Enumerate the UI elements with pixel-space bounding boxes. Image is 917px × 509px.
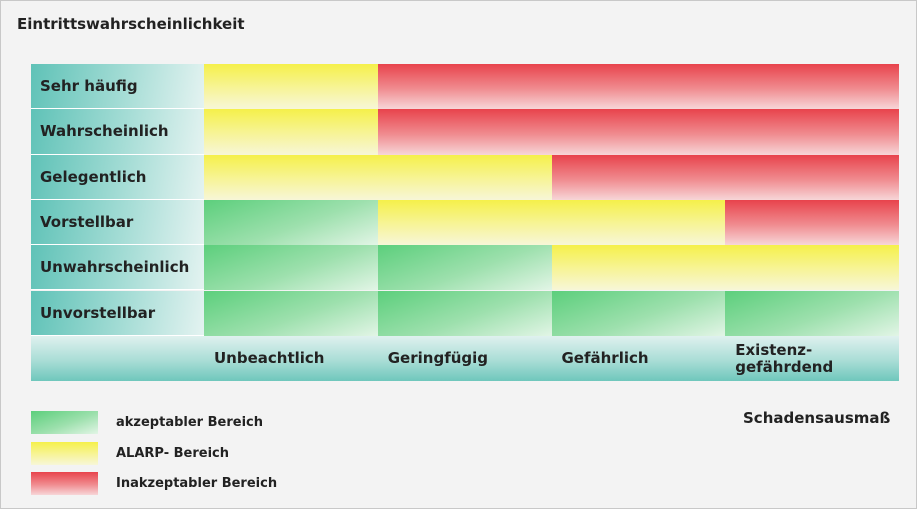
column-label: Unbeachtlich <box>214 349 325 367</box>
matrix-cell <box>725 109 899 155</box>
axis-row <box>31 336 899 381</box>
matrix-cell <box>377 199 552 246</box>
legend-swatch <box>31 472 98 495</box>
legend-label: ALARP- Bereich <box>116 446 230 461</box>
matrix-cell <box>551 64 726 110</box>
legend-label: akzeptabler Bereich <box>116 415 263 430</box>
legend-label: Inakzeptabler Bereich <box>116 476 278 491</box>
matrix-cell <box>551 245 726 291</box>
matrix-cell <box>204 64 378 110</box>
row-label: Vorstellbar <box>31 199 204 246</box>
matrix-cell <box>725 199 899 246</box>
matrix-cell <box>725 290 899 336</box>
x-axis-label: Schadensausmaß <box>743 409 891 427</box>
row-label: Unvorstellbar <box>31 290 204 336</box>
matrix-cell <box>377 154 552 200</box>
matrix-cell <box>551 109 726 155</box>
title: Eintrittswahrscheinlichkeit <box>17 15 245 33</box>
matrix-cell <box>204 290 378 336</box>
matrix-cell <box>204 154 378 200</box>
matrix-cell <box>725 245 899 291</box>
matrix-cell <box>204 245 378 291</box>
row-label: Unwahrscheinlich <box>31 245 204 291</box>
matrix-cell <box>377 109 552 155</box>
row-label: Wahrscheinlich <box>31 109 204 155</box>
matrix-cell <box>725 154 899 200</box>
column-label: Existenz- gefährdend <box>735 340 834 376</box>
matrix-cell <box>551 154 726 200</box>
row-label: Sehr häufig <box>31 64 204 110</box>
matrix-cell <box>377 290 552 336</box>
column-label: Gefährlich <box>561 349 649 367</box>
matrix-cell <box>204 109 378 155</box>
matrix-cell <box>377 64 552 110</box>
column-label: Geringfügig <box>387 349 489 367</box>
legend-swatch <box>31 411 98 434</box>
matrix-cell <box>551 290 726 336</box>
matrix-cell <box>551 199 726 246</box>
row-label: Gelegentlich <box>31 154 204 200</box>
matrix-cell <box>725 64 899 110</box>
matrix-cell <box>204 199 378 246</box>
legend-swatch <box>31 442 98 465</box>
matrix-cell <box>377 245 552 291</box>
